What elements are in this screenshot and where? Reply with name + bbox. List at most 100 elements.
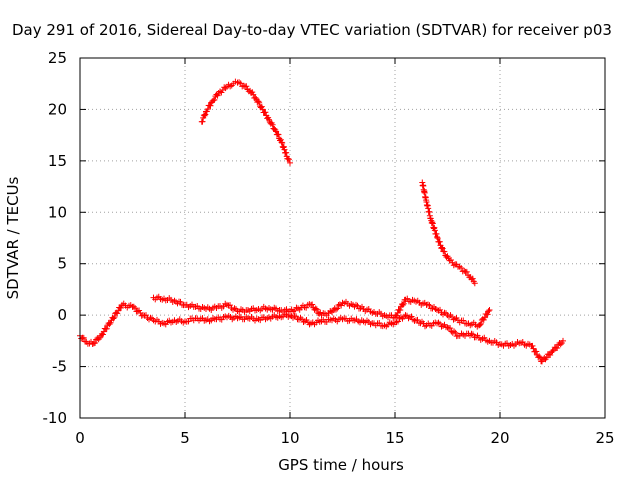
data-point — [335, 301, 342, 308]
data-point — [130, 303, 137, 310]
data-point — [560, 337, 566, 344]
series-arc-late — [419, 179, 478, 287]
data-point — [400, 300, 407, 307]
data-point — [536, 353, 543, 360]
data-point — [431, 224, 438, 231]
y-tick-label: -10 — [43, 409, 68, 427]
data-point — [529, 342, 536, 349]
data-point — [434, 235, 441, 242]
data-point — [110, 315, 117, 322]
data-point — [458, 264, 465, 271]
series-band-low — [77, 300, 566, 365]
data-point — [441, 248, 448, 255]
data-point — [78, 335, 85, 342]
data-point — [132, 305, 139, 312]
data-point — [317, 309, 324, 316]
data-point — [118, 304, 125, 311]
data-point — [218, 89, 225, 96]
data-point — [200, 112, 207, 119]
data-point — [414, 316, 421, 323]
y-axis-label: SDTVAR / TECUs — [4, 176, 22, 299]
data-point — [279, 139, 286, 146]
data-point — [439, 245, 446, 252]
grid — [80, 58, 605, 418]
data-point — [202, 111, 209, 118]
data-point — [448, 257, 454, 264]
data-point — [258, 103, 265, 110]
x-tick-label: 0 — [75, 429, 85, 447]
data-point — [275, 131, 282, 138]
x-tick-label: 15 — [385, 429, 404, 447]
data-point — [313, 306, 320, 313]
series-arc-early — [198, 78, 293, 166]
data-point — [557, 341, 564, 348]
data-point — [287, 159, 293, 166]
data-point — [332, 306, 339, 313]
data-point — [92, 339, 98, 346]
data-point — [434, 233, 440, 240]
data-point — [222, 85, 229, 92]
data-point — [256, 99, 263, 106]
data-point — [461, 267, 468, 274]
data-point — [106, 321, 113, 328]
data-point — [201, 112, 208, 119]
data-point — [471, 280, 478, 287]
data-point — [537, 354, 544, 361]
data-point — [484, 311, 491, 318]
data-point — [426, 302, 433, 309]
data-point — [237, 80, 244, 87]
data-point — [103, 325, 110, 332]
data-marks — [77, 78, 566, 365]
data-point — [259, 106, 266, 113]
data-point — [243, 83, 250, 90]
x-tick-label: 10 — [280, 429, 299, 447]
plot-frame — [79, 57, 606, 419]
data-point — [397, 307, 404, 314]
data-point — [428, 219, 435, 226]
data-point — [469, 275, 476, 282]
data-point — [429, 220, 436, 227]
y-tick-label: -5 — [52, 358, 67, 376]
x-tick-labels: 0 5 10 15 20 25 — [75, 429, 614, 447]
data-point — [199, 118, 206, 125]
data-point — [436, 238, 443, 245]
data-point — [547, 352, 554, 359]
data-point — [250, 91, 257, 98]
data-point — [431, 227, 438, 234]
y-tick-label: 15 — [48, 152, 67, 170]
x-tick-label: 20 — [490, 429, 509, 447]
data-point — [114, 310, 121, 317]
data-point — [280, 143, 287, 150]
data-point — [285, 156, 292, 163]
data-point — [269, 121, 276, 128]
data-point — [210, 97, 217, 104]
data-point — [476, 321, 483, 328]
data-point — [447, 325, 454, 332]
data-point — [281, 146, 288, 153]
y-tick-label: 10 — [48, 203, 67, 221]
data-point — [450, 262, 457, 269]
data-point — [240, 82, 247, 89]
y-tick-labels: -10 -5 0 5 10 15 20 25 — [43, 49, 68, 427]
data-point — [554, 345, 561, 352]
data-point — [429, 219, 436, 226]
data-point — [438, 244, 445, 251]
data-point — [452, 329, 459, 336]
data-point — [393, 312, 400, 319]
data-point — [111, 314, 118, 321]
data-point — [463, 268, 470, 275]
data-point — [204, 106, 211, 113]
data-point — [433, 230, 440, 237]
x-axis-label: GPS time / hours — [278, 456, 404, 474]
data-point — [249, 89, 256, 96]
data-point — [80, 334, 87, 341]
data-point — [481, 314, 488, 321]
data-point — [485, 308, 492, 315]
data-point — [312, 305, 319, 312]
data-point — [262, 109, 269, 116]
data-point — [451, 328, 458, 335]
data-point — [334, 305, 341, 312]
y-tick-label: 20 — [48, 100, 67, 118]
